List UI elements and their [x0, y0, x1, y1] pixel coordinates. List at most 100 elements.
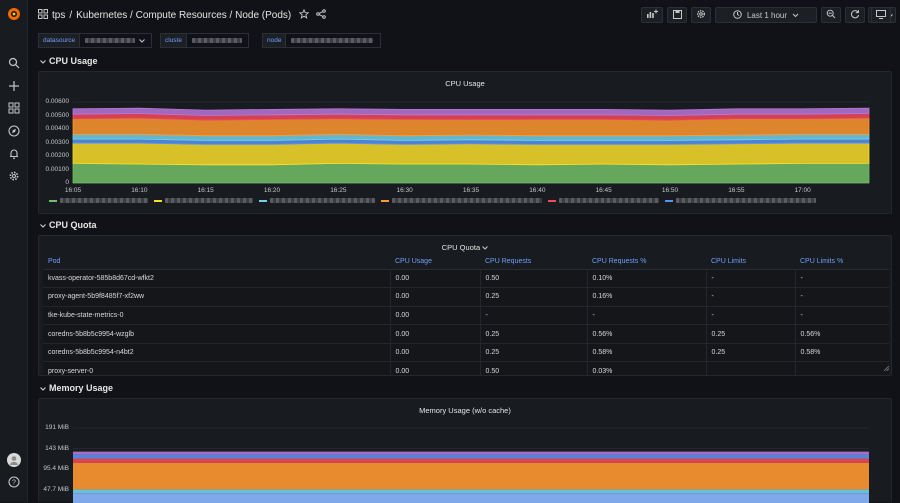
dashboards-grid-icon[interactable] — [7, 101, 21, 115]
table-cell — [706, 361, 796, 375]
variable-node[interactable]: node — [262, 33, 382, 48]
cpu-usage-panel: CPU Usage 0.00600 0.00500 0.00400 0.00300 0.… — [38, 71, 892, 214]
table-cell: 0.58% — [795, 343, 889, 363]
chevron-down-icon — [40, 383, 46, 393]
legend-item[interactable] — [665, 198, 816, 203]
table-cell: 0.16% — [587, 287, 707, 307]
table-cell: - — [480, 306, 588, 326]
panel-title[interactable]: CPU Usage — [445, 79, 485, 88]
variable-value-select[interactable] — [286, 33, 382, 48]
y-tick-label: 0.00200 — [45, 152, 70, 159]
row-title: CPU Usage — [49, 56, 98, 66]
column-header[interactable]: CPU Limits % — [795, 255, 889, 270]
table-cell: 0.00 — [390, 287, 481, 307]
grafana-logo-icon[interactable] — [6, 6, 22, 22]
area-series — [73, 458, 869, 463]
x-tick-label: 16:20 — [263, 187, 281, 194]
row-cpu-usage[interactable]: CPU Usage — [40, 56, 98, 66]
variable-value-select[interactable] — [80, 33, 153, 48]
cpu-usage-graph[interactable] — [39, 72, 893, 215]
compass-explore-icon[interactable] — [7, 124, 21, 138]
column-header[interactable]: Pod — [43, 255, 390, 270]
legend-item[interactable] — [49, 198, 148, 203]
chevron-down-icon — [792, 11, 799, 20]
table-cell: 0.50 — [480, 269, 588, 289]
row-cpu-quota[interactable]: CPU Quota — [40, 220, 97, 230]
table-cell: 0.03% — [587, 361, 707, 375]
monitor-icon — [876, 9, 886, 21]
refresh-icon — [850, 9, 860, 21]
memory-usage-panel: Memory Usage (w/o cache) 191 MiB 143 MiB 9… — [38, 398, 893, 503]
table-cell: - — [795, 269, 889, 289]
row-title: Memory Usage — [49, 383, 114, 393]
legend-item[interactable] — [381, 198, 542, 203]
table-row: tke-kube-state-metrics-0 0.00 - - - - — [43, 306, 889, 326]
zoom-out-button[interactable] — [821, 7, 841, 23]
add-panel-button[interactable] — [641, 7, 663, 23]
table-cell: - — [706, 269, 796, 289]
x-tick-label: 16:45 — [595, 187, 612, 194]
user-avatar-icon[interactable] — [7, 453, 21, 467]
time-picker-button[interactable]: Last 1 hour — [715, 7, 817, 23]
area-series — [73, 451, 869, 455]
variable-value-select[interactable] — [186, 33, 249, 48]
table-cell: coredns-5b8b5c9954-wzglb — [43, 324, 391, 344]
x-tick-label: 16:30 — [396, 187, 413, 194]
column-header[interactable]: CPU Limits — [706, 255, 795, 270]
help-icon[interactable]: ? — [7, 475, 21, 489]
resize-handle-icon[interactable] — [883, 364, 890, 373]
panel-title-text: CPU Quota — [441, 243, 481, 252]
chevron-down-icon — [40, 220, 46, 230]
area-series — [73, 493, 869, 503]
star-icon[interactable] — [298, 8, 310, 22]
table-row: proxy-server-0 0.00 0.50 0.03% — [43, 361, 889, 375]
table-cell — [795, 361, 889, 375]
y-tick-label: 0.00100 — [45, 165, 70, 173]
redacted-value — [191, 38, 242, 43]
add-panel-icon — [646, 9, 658, 21]
variable-cluster[interactable]: cluste — [160, 33, 249, 48]
column-header[interactable]: CPU Usage — [390, 255, 480, 270]
area-series — [72, 117, 870, 137]
dashboard-settings-button[interactable] — [691, 7, 711, 23]
x-tick-label: 16:25 — [330, 187, 347, 194]
variable-datasource[interactable]: datasource — [38, 33, 153, 48]
plus-icon[interactable] — [7, 79, 21, 93]
table-row: kvass-operator-585b8d67cd-wfkt2 0.00 0.5… — [43, 269, 889, 289]
x-tick-label: 16:10 — [131, 187, 148, 194]
table-cell: 0.00 — [390, 306, 481, 326]
share-icon[interactable] — [316, 9, 327, 22]
panel-title[interactable]: Memory Usage (w/o cache) — [419, 406, 511, 415]
breadcrumb: tps / Kubernetes / Compute Resources / N… — [38, 8, 327, 22]
gear-icon — [696, 9, 706, 21]
gear-icon[interactable] — [7, 169, 21, 183]
tv-mode-button[interactable] — [871, 7, 891, 23]
table-cell: - — [706, 287, 796, 307]
zoom-out-icon — [826, 9, 836, 21]
y-tick-label: 0 — [65, 179, 69, 186]
table-cell: 0.00 — [390, 269, 481, 289]
cpu-quota-panel: CPU Quota Pod CPU Usage CPU Requests CPU… — [38, 235, 892, 376]
dashboard-title[interactable]: Kubernetes / Compute Resources / Node (P… — [76, 10, 292, 21]
refresh-button[interactable] — [845, 7, 865, 23]
bell-alerting-icon[interactable] — [7, 147, 21, 161]
table-cell: 0.00 — [390, 324, 481, 344]
save-dashboard-button[interactable] — [667, 7, 687, 23]
column-header[interactable]: CPU Requests % — [587, 255, 706, 270]
legend-item[interactable] — [259, 198, 375, 203]
column-header[interactable]: CPU Requests — [480, 255, 587, 270]
redacted-value — [85, 38, 136, 43]
panel-title[interactable]: CPU Quota — [39, 243, 891, 252]
variable-label: cluste — [160, 33, 187, 48]
legend-item[interactable] — [548, 198, 659, 203]
table-cell: 0.58% — [587, 343, 707, 363]
breadcrumb-folder[interactable]: tps — [52, 10, 66, 21]
row-memory-usage[interactable]: Memory Usage — [40, 383, 113, 393]
svg-text:?: ? — [12, 480, 16, 487]
legend-item[interactable] — [154, 198, 253, 203]
search-icon[interactable] — [7, 56, 21, 70]
table-row: coredns-5b8b5c9954-n4bt2 0.00 0.25 0.58%… — [43, 343, 889, 363]
apps-grid-icon[interactable] — [38, 9, 48, 22]
memory-usage-graph[interactable] — [39, 399, 893, 503]
y-tick-label: 0.00600 — [45, 98, 70, 105]
